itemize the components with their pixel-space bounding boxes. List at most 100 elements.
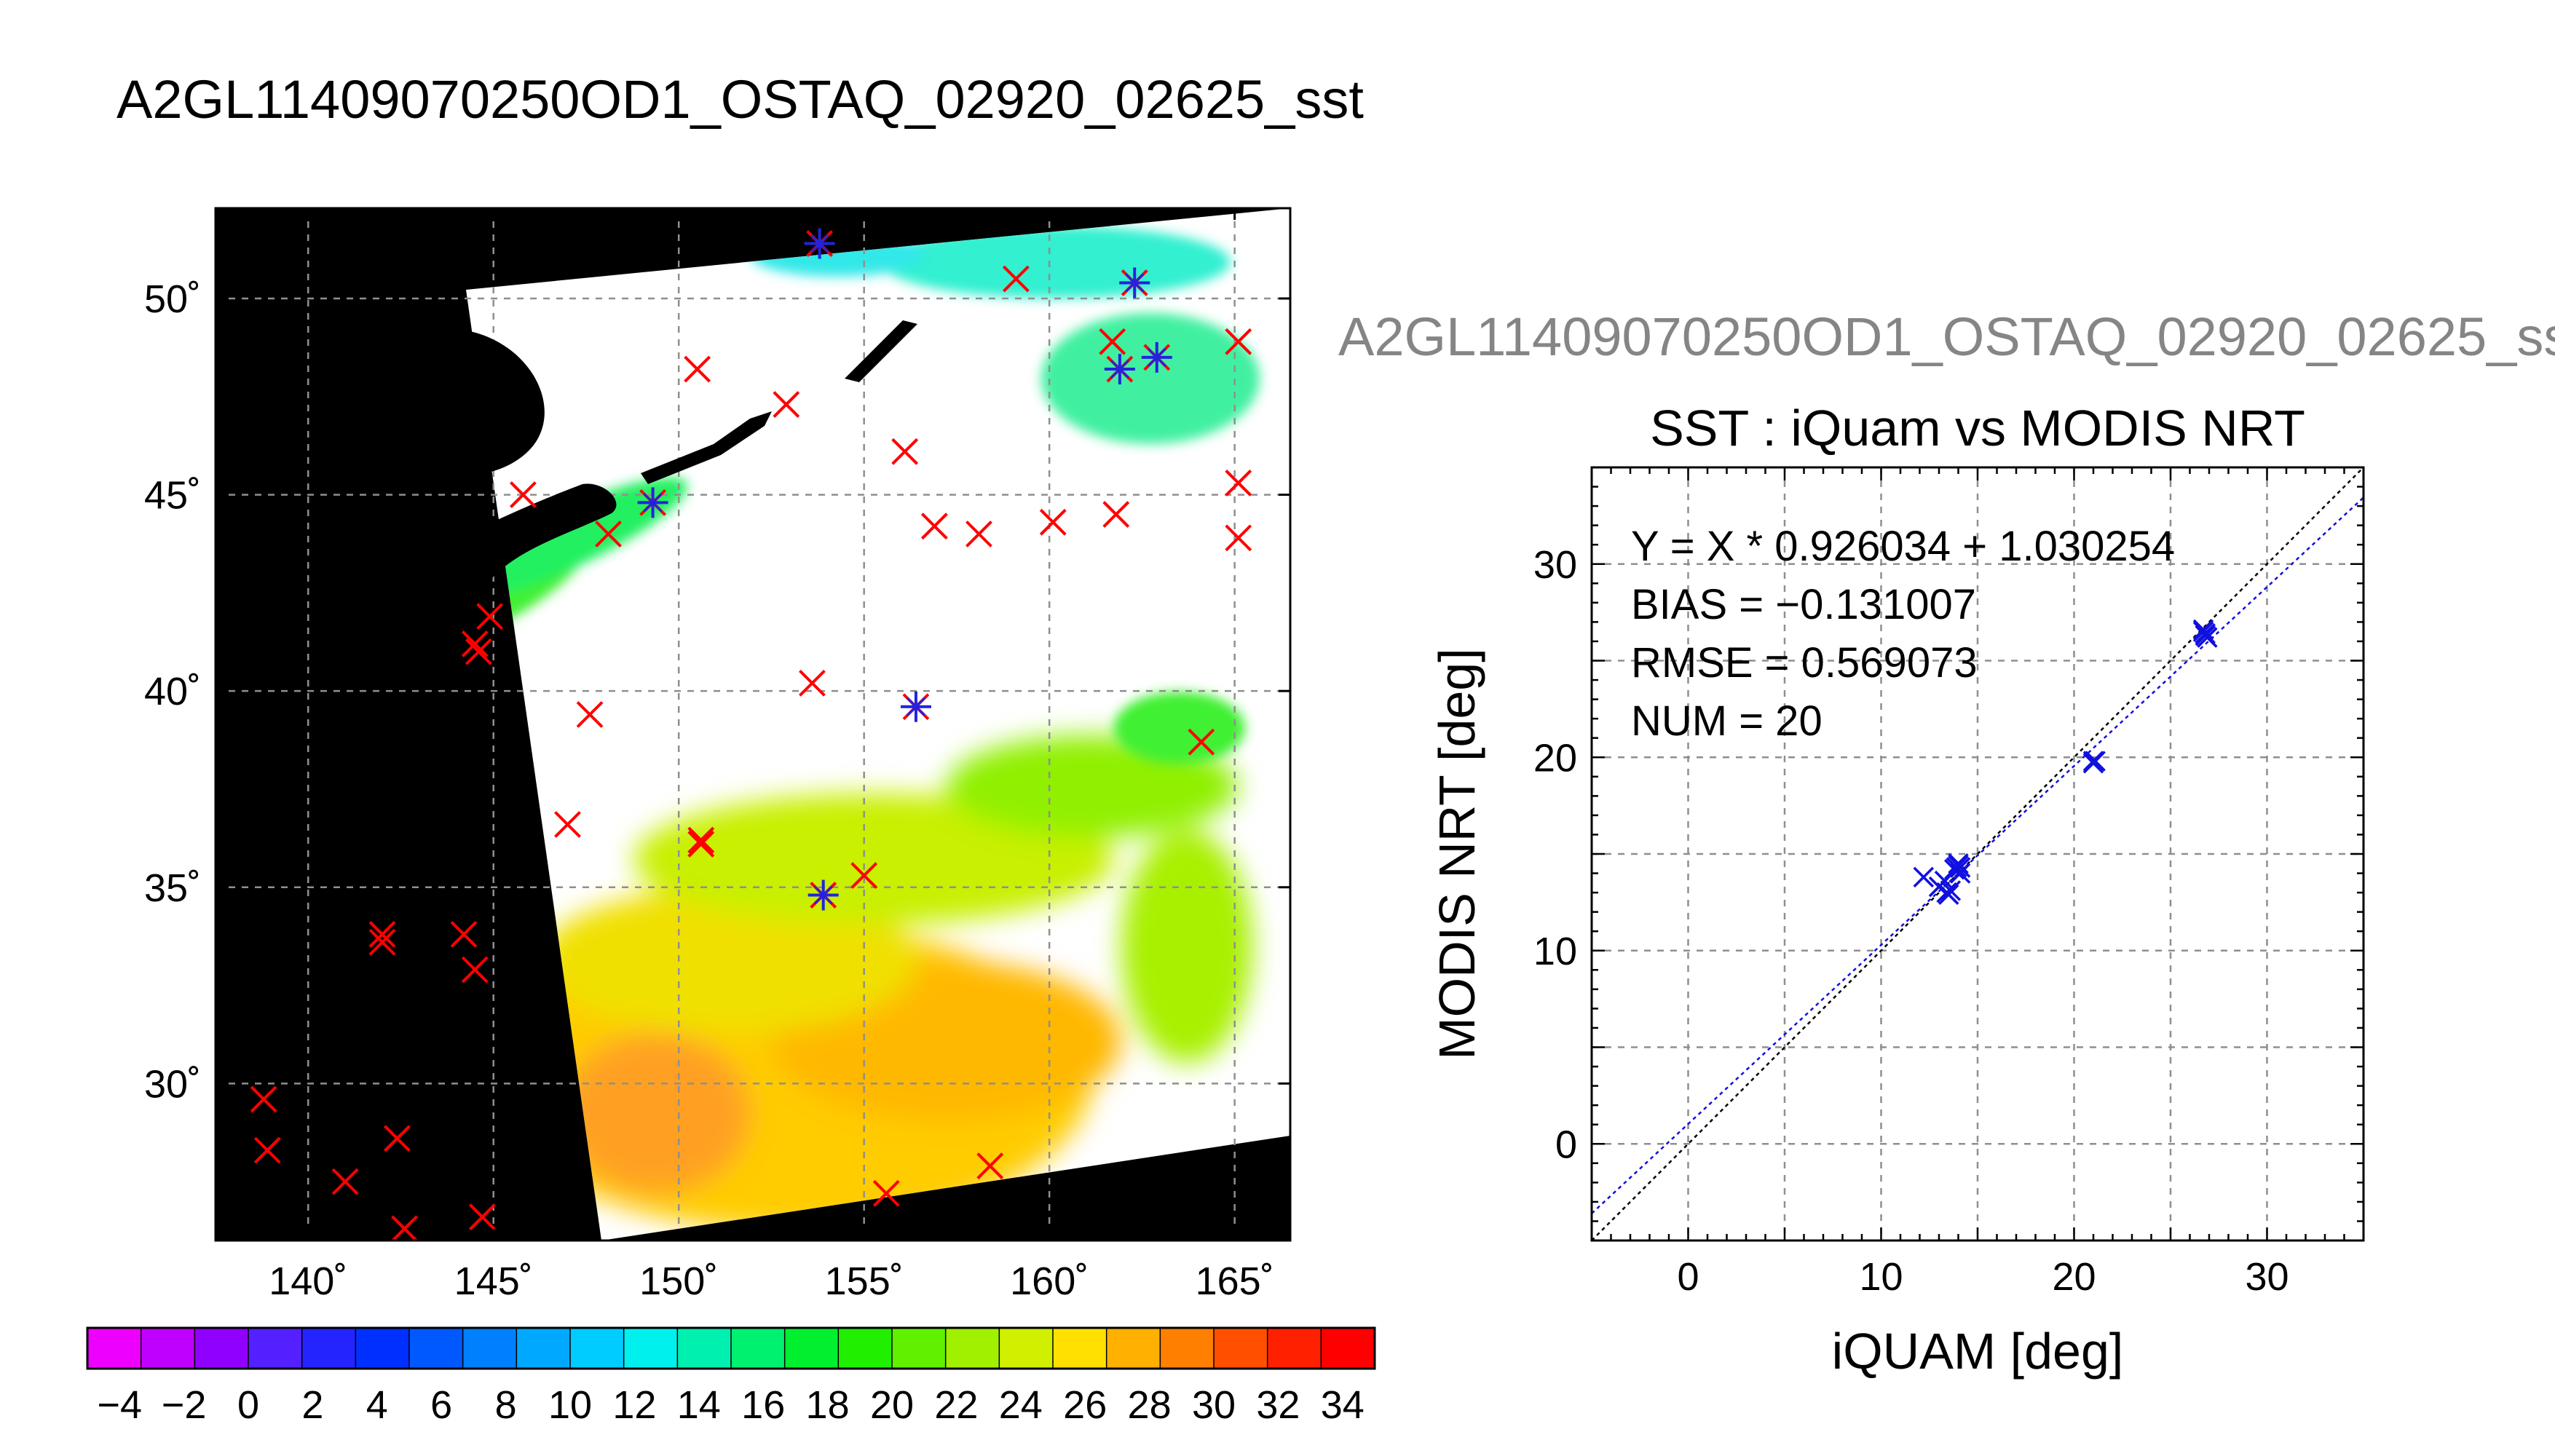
scatter-figure-title: A2GL11409070250OD1_OSTAQ_02920_02625_sst xyxy=(1338,306,2555,367)
colorbar-segment xyxy=(355,1328,410,1369)
colorbar-segment xyxy=(301,1328,356,1369)
red-marker xyxy=(331,1168,359,1195)
colorbar-tick-label: 6 xyxy=(430,1383,452,1427)
red-marker xyxy=(850,862,878,889)
colorbar-tick-label: 34 xyxy=(1321,1383,1365,1427)
red-marker xyxy=(461,630,489,657)
colorbar-segment xyxy=(141,1328,195,1369)
sst-mild-region xyxy=(1121,830,1252,1063)
gridlines xyxy=(216,208,1290,1241)
colorbar: −4 −2 0 2 4 6 8 10 12 14 16 18 20 22 24 26 28 30 32 34 xyxy=(86,1326,1376,1427)
x-tick-label: 20 xyxy=(2052,1255,2096,1299)
lat-tick-label: 40˚ xyxy=(144,670,201,713)
colorbar-segment xyxy=(1267,1328,1322,1369)
colorbar-segment xyxy=(1106,1328,1161,1369)
colorbar-segment xyxy=(516,1328,571,1369)
lon-tick-label: 155˚ xyxy=(825,1259,904,1303)
colorbar-tick-label: 14 xyxy=(677,1383,721,1427)
colorbar-tick-label: 20 xyxy=(870,1383,914,1427)
scatter-point xyxy=(1934,870,1956,892)
scatter-point xyxy=(2082,751,2104,772)
red-marker xyxy=(799,669,826,697)
lon-tick-label: 160˚ xyxy=(1010,1259,1089,1303)
colorbar-segment xyxy=(731,1328,786,1369)
colorbar-tick-label: 2 xyxy=(301,1383,323,1427)
red-marker xyxy=(872,1179,900,1207)
red-marker xyxy=(383,1125,411,1152)
red-marker xyxy=(476,603,504,630)
colorbar-segment xyxy=(248,1328,303,1369)
red-marker xyxy=(465,638,492,665)
red-marker xyxy=(1188,728,1215,756)
colorbar-segment xyxy=(677,1328,732,1369)
coastline-land xyxy=(350,320,917,662)
colorbar-segment xyxy=(1053,1328,1107,1369)
red-marker xyxy=(554,811,581,838)
blue-marker xyxy=(1119,267,1150,298)
scatter-point xyxy=(1913,866,1935,888)
scatter-annotation: NUM = 20 xyxy=(1631,697,1823,745)
colorbar-segment xyxy=(1160,1328,1215,1369)
colorbar-tick-label: 32 xyxy=(1256,1383,1300,1427)
colorbar-segment xyxy=(999,1328,1054,1369)
y-tick-label: 10 xyxy=(1533,930,1577,973)
red-markers xyxy=(250,265,1252,1241)
scatter-point xyxy=(1938,884,1959,905)
red-marker xyxy=(368,921,396,948)
lat-tick-label: 45˚ xyxy=(144,474,201,518)
lon-tick-label: 165˚ xyxy=(1196,1259,1274,1303)
colorbar-segment xyxy=(462,1328,517,1369)
blue-marker xyxy=(804,228,835,259)
colorbar-segment xyxy=(409,1328,464,1369)
colorbar-tick-label: 28 xyxy=(1128,1383,1172,1427)
colorbar-tick-label: 10 xyxy=(548,1383,592,1427)
red-marker xyxy=(1102,501,1130,528)
red-marker xyxy=(1039,508,1067,536)
scatter-annotation: BIAS = −0.131007 xyxy=(1631,581,1976,628)
sst-cool-band xyxy=(1041,313,1260,444)
red-marker xyxy=(965,521,992,547)
colorbar-segment xyxy=(1214,1328,1268,1369)
scatter-annotation: RMSE = 0.569073 xyxy=(1631,639,1978,687)
sst-warm-region xyxy=(539,888,917,1034)
y-axis-label: MODIS NRT [deg] xyxy=(1429,648,1485,1059)
scatter-plot: SST : iQuam vs MODIS NRT 0 10 20 300102030 … xyxy=(1429,400,2365,1380)
colorbar-tick-label: 12 xyxy=(612,1383,656,1427)
land-japan xyxy=(350,483,617,662)
red-marker xyxy=(687,826,715,854)
red-marker xyxy=(1099,328,1126,355)
map-content xyxy=(216,208,1290,1241)
red-marker xyxy=(595,521,622,547)
colorbar-tick-label: 16 xyxy=(741,1383,785,1427)
sst-field xyxy=(466,226,1260,1230)
colorbar-tick-label: 8 xyxy=(495,1383,517,1427)
red-marker xyxy=(469,1203,496,1231)
blue-marker xyxy=(900,691,931,722)
y-tick-label: 0 xyxy=(1555,1123,1577,1166)
colorbar-tick-label: 4 xyxy=(366,1383,388,1427)
red-marker xyxy=(461,956,489,984)
map-tick-labels: 140˚ 145˚ 150˚ 155˚ 160˚ 165˚ 30˚ 35˚ 40˚ 45˚ 50˚ xyxy=(144,208,1290,1303)
red-marker xyxy=(253,1136,281,1164)
scatter-point xyxy=(2085,751,2106,772)
x-tick-label: 0 xyxy=(1677,1255,1699,1299)
fit-line xyxy=(1592,496,2364,1214)
colorbar-segment xyxy=(945,1328,1000,1369)
sst-cool-band xyxy=(881,226,1231,298)
red-marker xyxy=(920,513,948,540)
red-marker xyxy=(684,355,711,383)
x-tick-label: 30 xyxy=(2245,1255,2289,1299)
colorbar-tick-label: 22 xyxy=(934,1383,978,1427)
sst-map: 140˚ 145˚ 150˚ 155˚ 160˚ 165˚30˚35˚40˚45˚50˚ … xyxy=(86,207,1376,1427)
red-marker xyxy=(1225,524,1252,552)
lat-tick-label: 50˚ xyxy=(144,277,201,321)
scatter-point xyxy=(1940,880,1962,901)
red-marker xyxy=(391,1215,418,1241)
scatter-gridlines xyxy=(1592,467,2364,1241)
red-marker xyxy=(250,1085,277,1113)
lat-tick-label: 30˚ xyxy=(144,1062,201,1106)
sst-cool-band xyxy=(1114,692,1245,764)
land-kurils xyxy=(641,411,772,484)
blue-marker xyxy=(637,487,668,518)
colorbar-tick-label: −4 xyxy=(97,1383,142,1427)
